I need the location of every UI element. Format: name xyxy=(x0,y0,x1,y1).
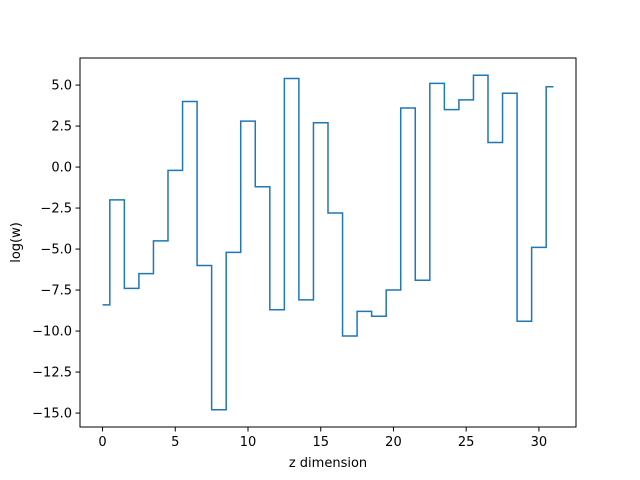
y-tick-label: 2.5 xyxy=(51,120,72,135)
y-tick-label: −15.0 xyxy=(32,407,72,422)
x-tick-label: 15 xyxy=(312,435,329,450)
y-tick-label: −7.5 xyxy=(40,284,72,299)
y-tick-label: −10.0 xyxy=(32,325,72,340)
y-tick-label: −12.5 xyxy=(32,366,72,381)
y-tick-label: 5.0 xyxy=(51,79,72,94)
x-axis-ticks: 0 5 10 15 20 25 30 xyxy=(98,427,547,450)
x-axis-label: z dimension xyxy=(289,456,367,471)
series-step-line xyxy=(102,74,554,411)
x-tick-label: 30 xyxy=(531,435,548,450)
y-axis-ticks: −15.0 −12.5 −10.0 −7.5 −5.0 −2.5 0.0 2.5 5.0 xyxy=(32,79,80,422)
x-tick-label: 25 xyxy=(458,435,475,450)
y-tick-label: 0.0 xyxy=(51,161,72,176)
x-tick-label: 0 xyxy=(98,435,106,450)
y-tick-label: −5.0 xyxy=(40,243,72,258)
plot-frame xyxy=(79,57,577,428)
x-tick-label: 20 xyxy=(385,435,402,450)
x-tick-label: 10 xyxy=(240,435,257,450)
y-tick-label: −2.5 xyxy=(40,202,72,217)
x-tick-label: 5 xyxy=(171,435,179,450)
plot-area xyxy=(80,58,576,427)
y-axis-label: log(w) xyxy=(9,222,24,263)
